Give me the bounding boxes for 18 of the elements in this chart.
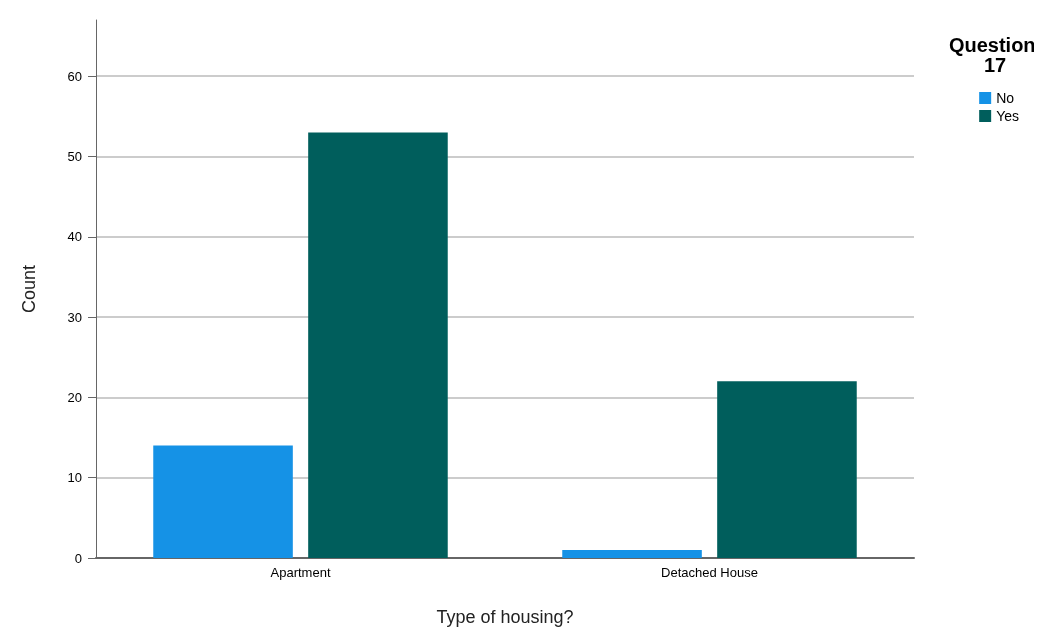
bar <box>153 445 293 558</box>
y-tick-label: 60 <box>67 68 82 84</box>
y-tick-label: 10 <box>67 470 82 486</box>
legend-title: Question 17 <box>948 34 1042 76</box>
x-axis-title: Type of housing? <box>436 607 574 627</box>
bar <box>562 549 702 558</box>
legend-label: Yes <box>996 108 1019 124</box>
y-tick-label: 40 <box>67 229 82 245</box>
y-tick-label: 30 <box>67 309 82 325</box>
bar <box>308 132 448 558</box>
y-tick-label: 20 <box>67 389 82 405</box>
x-tick-label: Detached House <box>661 565 758 580</box>
x-tick-label: Apartment <box>270 565 331 580</box>
y-tick-label: 0 <box>74 550 82 566</box>
y-axis-title: Count <box>19 264 39 314</box>
legend-label: No <box>996 90 1015 106</box>
bar <box>717 381 857 558</box>
y-tick-label: 50 <box>67 149 82 165</box>
